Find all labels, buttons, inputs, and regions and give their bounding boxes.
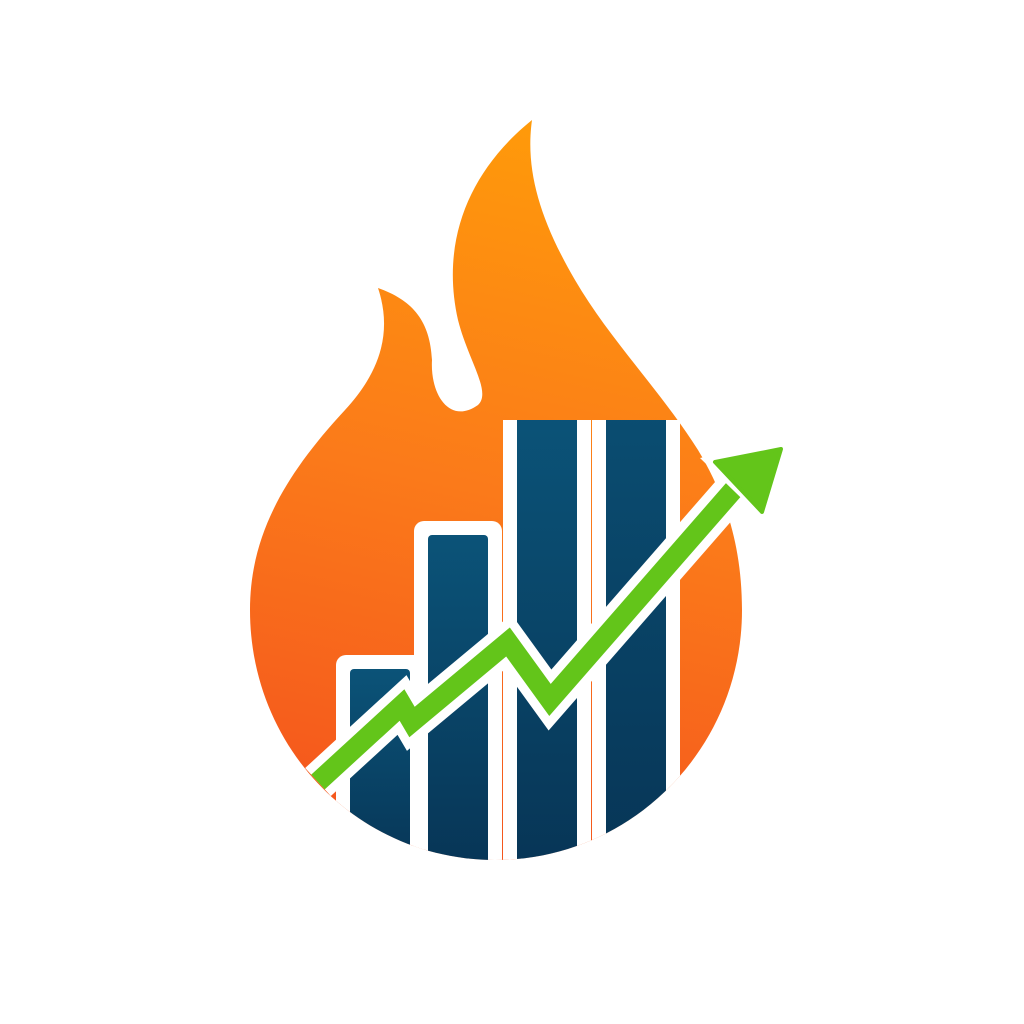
trend-up-arrow-icon [305, 438, 792, 797]
arrowhead [713, 447, 783, 514]
arrow-line [311, 473, 750, 790]
chart-bar [517, 420, 577, 860]
